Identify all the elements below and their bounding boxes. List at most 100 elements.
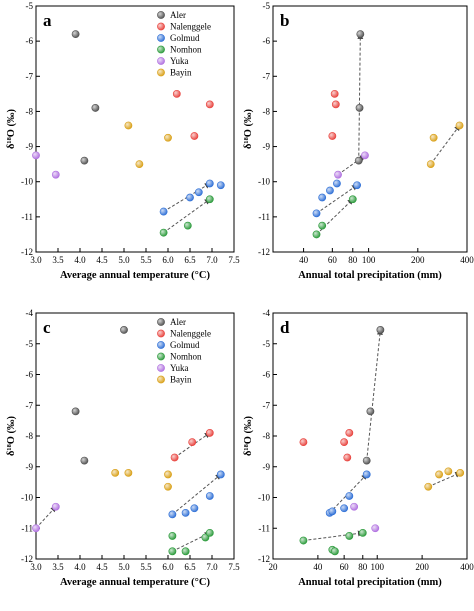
y-tick-label: -4 <box>263 308 271 318</box>
x-axis-title: Annual total precipitation (mm) <box>298 577 442 588</box>
y-tick-label: -9 <box>26 142 34 152</box>
data-point-nalenggele <box>190 132 199 140</box>
data-point-golmud <box>190 504 199 513</box>
y-tick-label: -6 <box>263 36 271 46</box>
data-point-bayin <box>124 121 133 130</box>
x-tick-label: 4.5 <box>96 562 108 572</box>
data-point-nomhon <box>205 195 214 204</box>
data-point-golmud <box>353 181 361 190</box>
x-tick-label: 3.5 <box>52 255 64 265</box>
y-tick-label: -10 <box>258 493 270 503</box>
data-point-bayin <box>124 468 133 477</box>
y-tick-label: -12 <box>258 247 270 257</box>
data-point-yuka <box>371 524 380 533</box>
y-tick-label: -4 <box>26 308 34 318</box>
x-tick-label: 5.0 <box>118 255 130 265</box>
y-axis-title: δ¹⁸O (‰) <box>243 108 254 149</box>
y-tick-label: -11 <box>21 212 33 222</box>
y-axis-title: δ¹⁸O (‰) <box>6 108 17 149</box>
x-tick-label: 400 <box>460 562 474 572</box>
x-tick-label: 6.0 <box>162 255 174 265</box>
data-point-nalenggele <box>299 438 308 447</box>
y-tick-label: -5 <box>263 339 271 349</box>
data-point-bayin <box>455 121 464 130</box>
y-tick-label: -11 <box>258 212 270 222</box>
panel-letter: b <box>280 11 289 30</box>
plot-frame <box>272 5 468 253</box>
x-tick-label: 400 <box>460 255 474 265</box>
x-tick-label: 100 <box>370 562 384 572</box>
panel-letter: c <box>43 318 51 337</box>
legend-label: Yuka <box>170 56 189 66</box>
data-point-bayin <box>164 470 172 479</box>
data-point-bayin <box>424 482 433 491</box>
data-point-golmud <box>205 179 214 188</box>
legend-label: Nomhon <box>170 352 202 362</box>
legend-label: Yuka <box>170 363 189 373</box>
data-point-yuka <box>350 502 359 511</box>
x-tick-label: 7.5 <box>228 255 240 265</box>
data-point-nomhon <box>345 532 354 540</box>
legend-label: Nomhon <box>170 45 202 55</box>
x-axis-title: Average annual temperature (°C) <box>60 577 210 588</box>
y-tick-label: -10 <box>258 177 270 187</box>
data-point-nomhon <box>168 547 177 556</box>
x-tick-label: 3.5 <box>52 562 64 572</box>
data-point-aler <box>71 407 80 416</box>
legend-marker <box>157 329 165 338</box>
y-tick-label: -12 <box>21 247 33 257</box>
data-point-yuka <box>32 524 40 533</box>
y-axis-title: δ¹⁸O (‰) <box>6 415 17 456</box>
data-point-golmud <box>186 193 194 202</box>
y-tick-label: -12 <box>21 554 33 564</box>
data-point-aler <box>355 104 364 112</box>
data-point-bayin <box>164 133 172 142</box>
data-point-nomhon <box>299 536 308 545</box>
legend-label: Nalenggele <box>170 329 211 339</box>
x-tick-label: 7.0 <box>206 562 218 572</box>
x-tick-label: 6.5 <box>184 562 196 572</box>
data-point-golmud <box>159 207 168 216</box>
data-point-nomhon <box>330 547 339 556</box>
data-point-nalenggele <box>330 89 339 98</box>
y-tick-label: -6 <box>26 36 34 46</box>
y-tick-label: -5 <box>26 339 34 349</box>
data-point-bayin <box>111 468 120 477</box>
data-point-golmud <box>216 470 225 479</box>
data-point-nalenggele <box>188 438 197 447</box>
data-point-aler <box>91 104 100 112</box>
trend-arrow <box>303 530 364 542</box>
data-point-aler <box>354 156 363 165</box>
data-point-yuka <box>334 170 342 179</box>
legend-label: Golmud <box>170 33 200 43</box>
data-point-yuka <box>51 502 60 511</box>
legend-marker <box>157 45 165 54</box>
data-point-nomhon <box>181 547 190 556</box>
x-tick-label: 60 <box>328 255 338 265</box>
data-point-golmud <box>205 492 214 500</box>
data-point-bayin <box>444 467 453 476</box>
data-point-nalenggele <box>345 429 354 437</box>
data-point-golmud <box>326 186 334 195</box>
legend-marker <box>157 341 165 349</box>
legend-marker <box>157 375 165 384</box>
data-point-aler <box>80 456 89 465</box>
data-point-golmud <box>328 507 337 516</box>
data-point-nomhon <box>318 221 327 230</box>
legend-label: Nalenggele <box>170 22 211 32</box>
data-point-golmud <box>362 470 371 479</box>
x-tick-label: 7.5 <box>228 562 240 572</box>
y-tick-label: -12 <box>258 554 270 564</box>
data-point-aler <box>376 326 385 334</box>
data-point-aler <box>120 326 128 334</box>
data-point-nomhon <box>348 195 357 204</box>
x-tick-label: 7.0 <box>206 255 218 265</box>
panel-c: 3.0 3.5 4.0 4.5 5.0 5.5 6.0 6.5 7.0 7.5 -12 -11 -10 -… <box>6 308 240 588</box>
data-point-bayin <box>135 160 144 169</box>
y-tick-label: -8 <box>26 106 34 116</box>
x-tick-label: 5.5 <box>140 562 152 572</box>
trend-arrow <box>430 124 461 165</box>
x-tick-label: 80 <box>348 255 358 265</box>
data-point-yuka <box>51 170 60 179</box>
